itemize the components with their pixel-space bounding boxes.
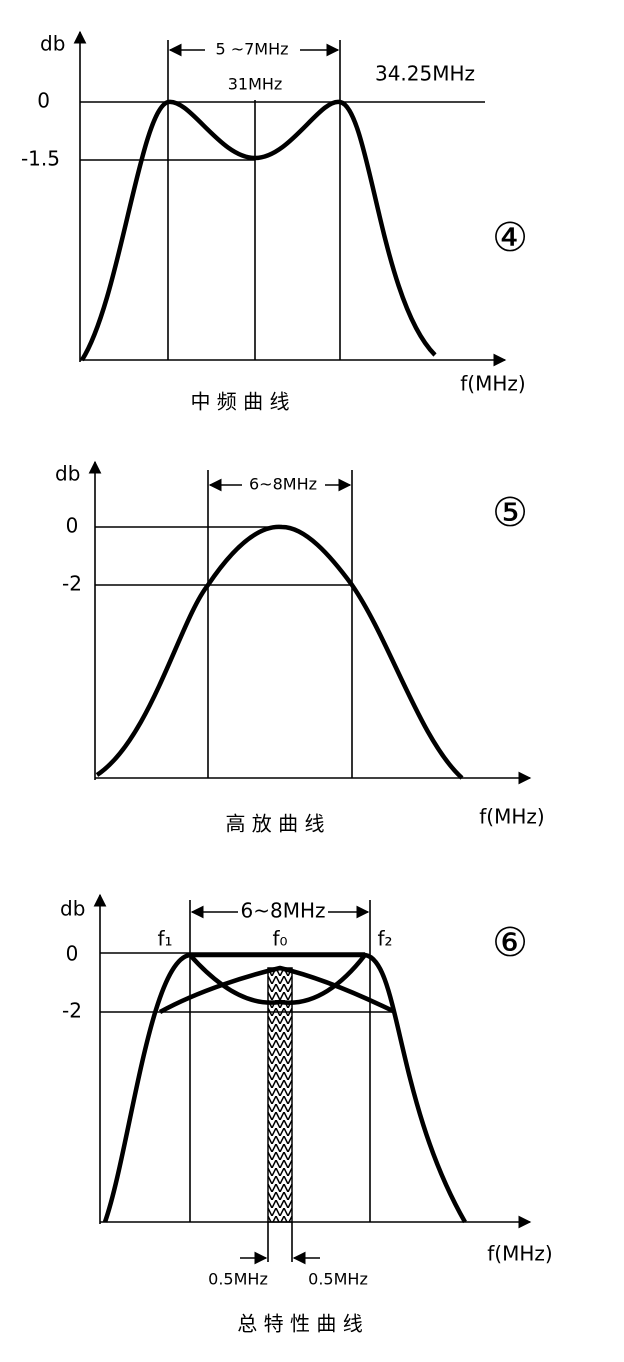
x-axis-label: f(MHz): [479, 805, 544, 829]
figure-number: ⑥: [492, 920, 528, 966]
x-axis-label: f(MHz): [460, 372, 525, 396]
overall-curve-diagram: db 6~8MHz f₁ f₀ f₂ 0 -2 ⑥ f(MHz) 0.5MHz …: [60, 893, 553, 1336]
response-curve: [102, 952, 467, 1224]
response-curve: [80, 99, 437, 362]
caption: 总 特 性 曲 线: [237, 1312, 362, 1336]
if-curve-diagram: db 5 ~7MHz 31MHz 34.25MHz 0 -1.5 ④ f(MHz…: [21, 30, 528, 414]
f2-label: f₂: [377, 927, 392, 951]
level-label: 0: [66, 942, 79, 966]
y-axis-label: db: [40, 32, 65, 56]
caption: 中 频 曲 线: [190, 390, 289, 414]
y-axis-label: db: [55, 462, 80, 486]
peak-freq-label: 34.25MHz: [375, 62, 475, 86]
bandwidth-label: 6~8MHz: [241, 899, 326, 923]
level-label: -2: [62, 572, 82, 596]
level-label: -2: [62, 999, 82, 1023]
level-label: 0: [66, 514, 79, 538]
hatched-band: [267, 967, 293, 1223]
figure-number: ④: [492, 215, 528, 261]
figure-number: ⑤: [492, 490, 528, 536]
f0-label: f₀: [272, 927, 287, 951]
offset-label: 0.5MHz: [308, 1270, 368, 1289]
response-curve: [188, 953, 367, 1005]
x-axis-label: f(MHz): [487, 1242, 552, 1266]
response-curve: [95, 524, 464, 780]
level-label: 0: [37, 89, 50, 113]
level-label: -1.5: [21, 147, 60, 171]
rf-curve-diagram: db 6~8MHz 0 -2 ⑤ f(MHz) 高 放 曲 线: [55, 460, 545, 836]
bandwidth-label: 6~8MHz: [249, 475, 317, 494]
response-curve: [158, 965, 396, 1015]
bandwidth-label: 5 ~7MHz: [215, 40, 288, 59]
y-axis-label: db: [60, 897, 85, 921]
f1-label: f₁: [157, 927, 172, 951]
offset-label: 0.5MHz: [208, 1270, 268, 1289]
center-freq-label: 31MHz: [228, 75, 283, 94]
caption: 高 放 曲 线: [225, 812, 324, 836]
